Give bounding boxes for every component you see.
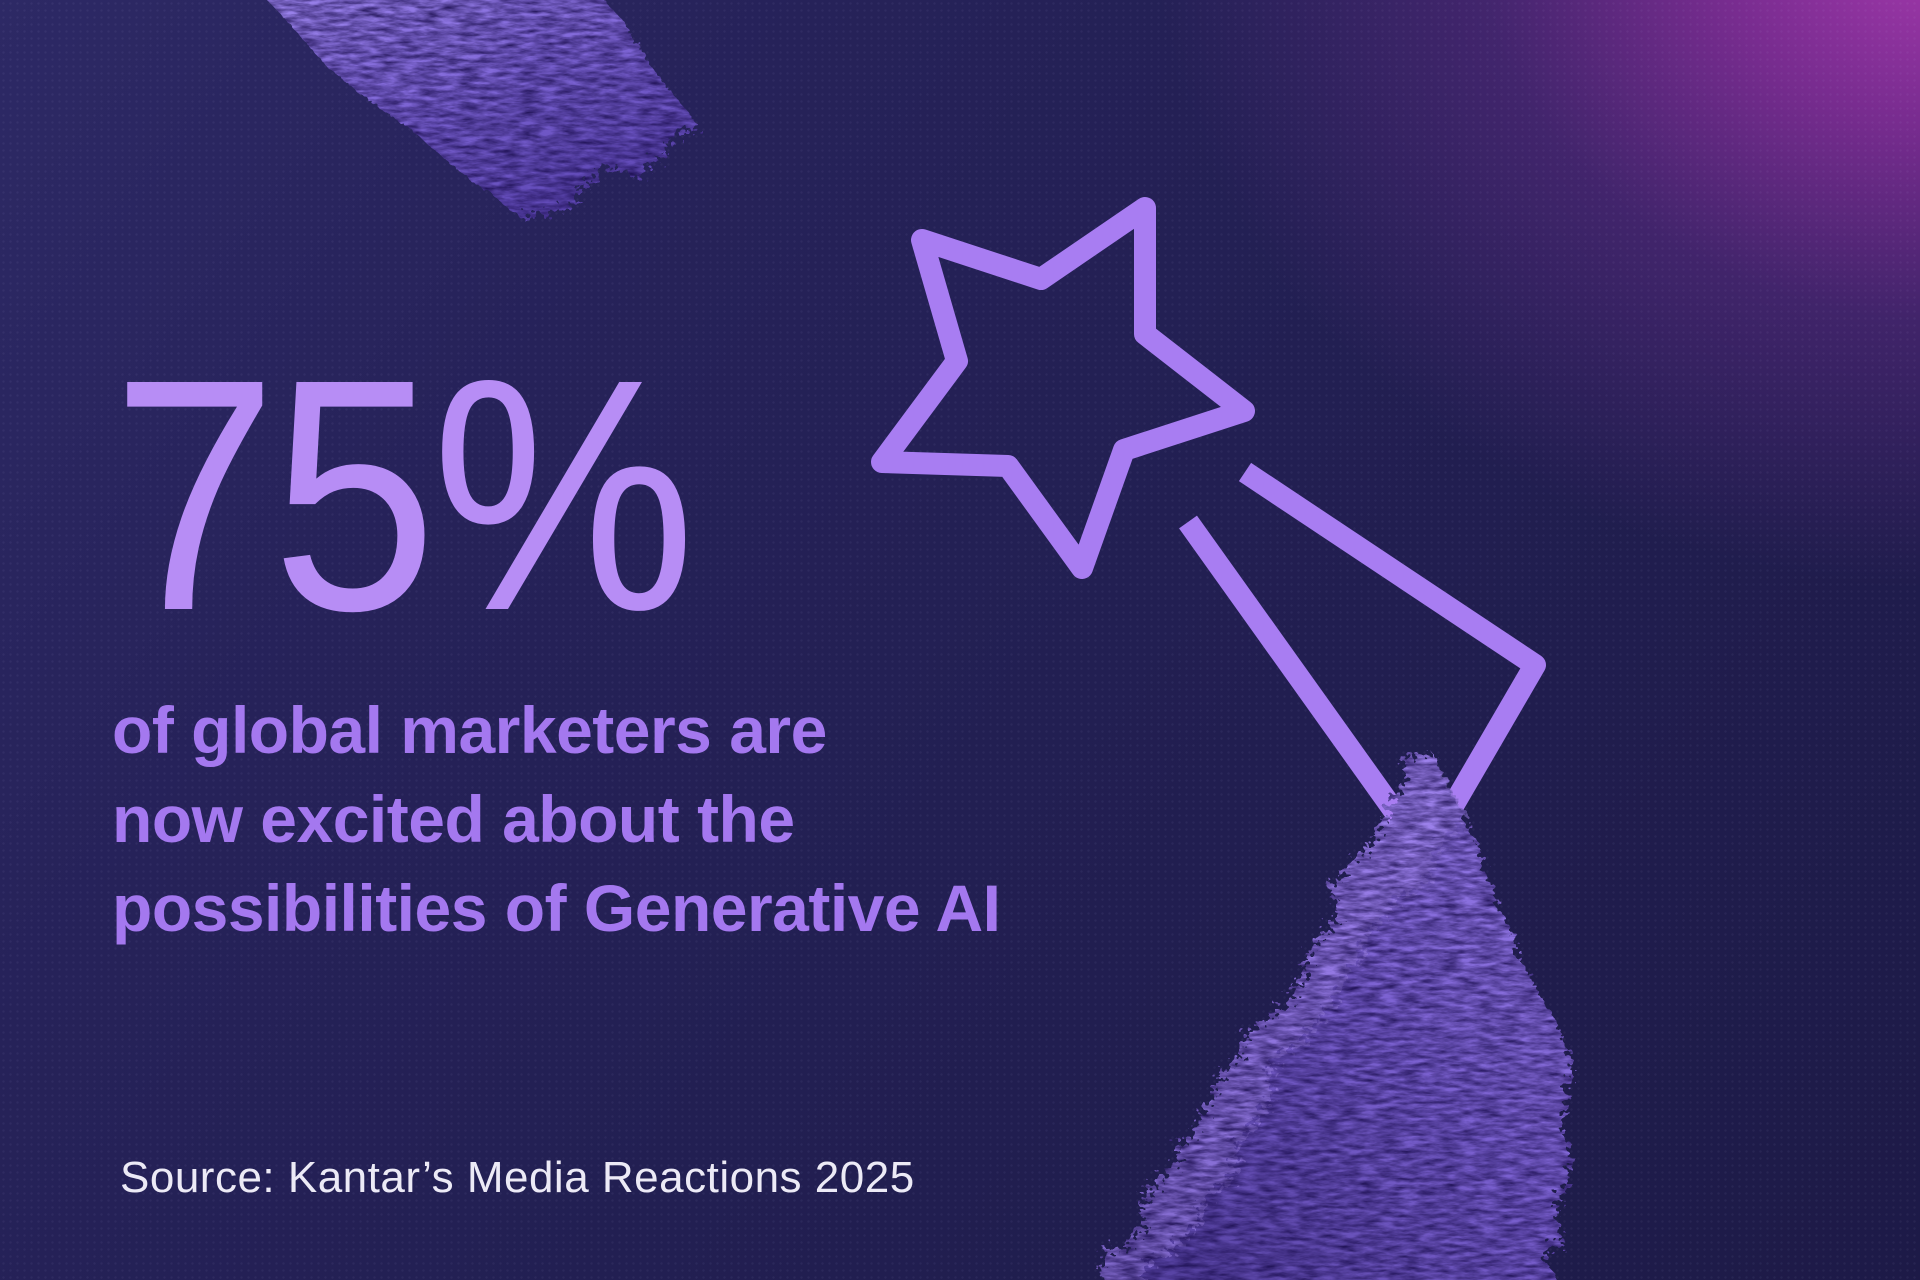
fuzzy-triangle-top-left <box>267 0 702 218</box>
description-line-2: now excited about the <box>112 782 795 856</box>
description-line-1: of global marketers are <box>112 693 827 767</box>
fuzzy-triangle-ridge-highlight <box>1100 748 1460 1280</box>
star-tail <box>1179 462 1546 865</box>
description-line-3: possibilities of Generative AI <box>112 871 1001 945</box>
stat-description: of global marketers are now excited abou… <box>112 686 1001 953</box>
star-outline <box>871 197 1255 579</box>
stat-value: 75% <box>112 310 696 679</box>
source-credit: Source: Kantar’s Media Reactions 2025 <box>120 1153 915 1202</box>
